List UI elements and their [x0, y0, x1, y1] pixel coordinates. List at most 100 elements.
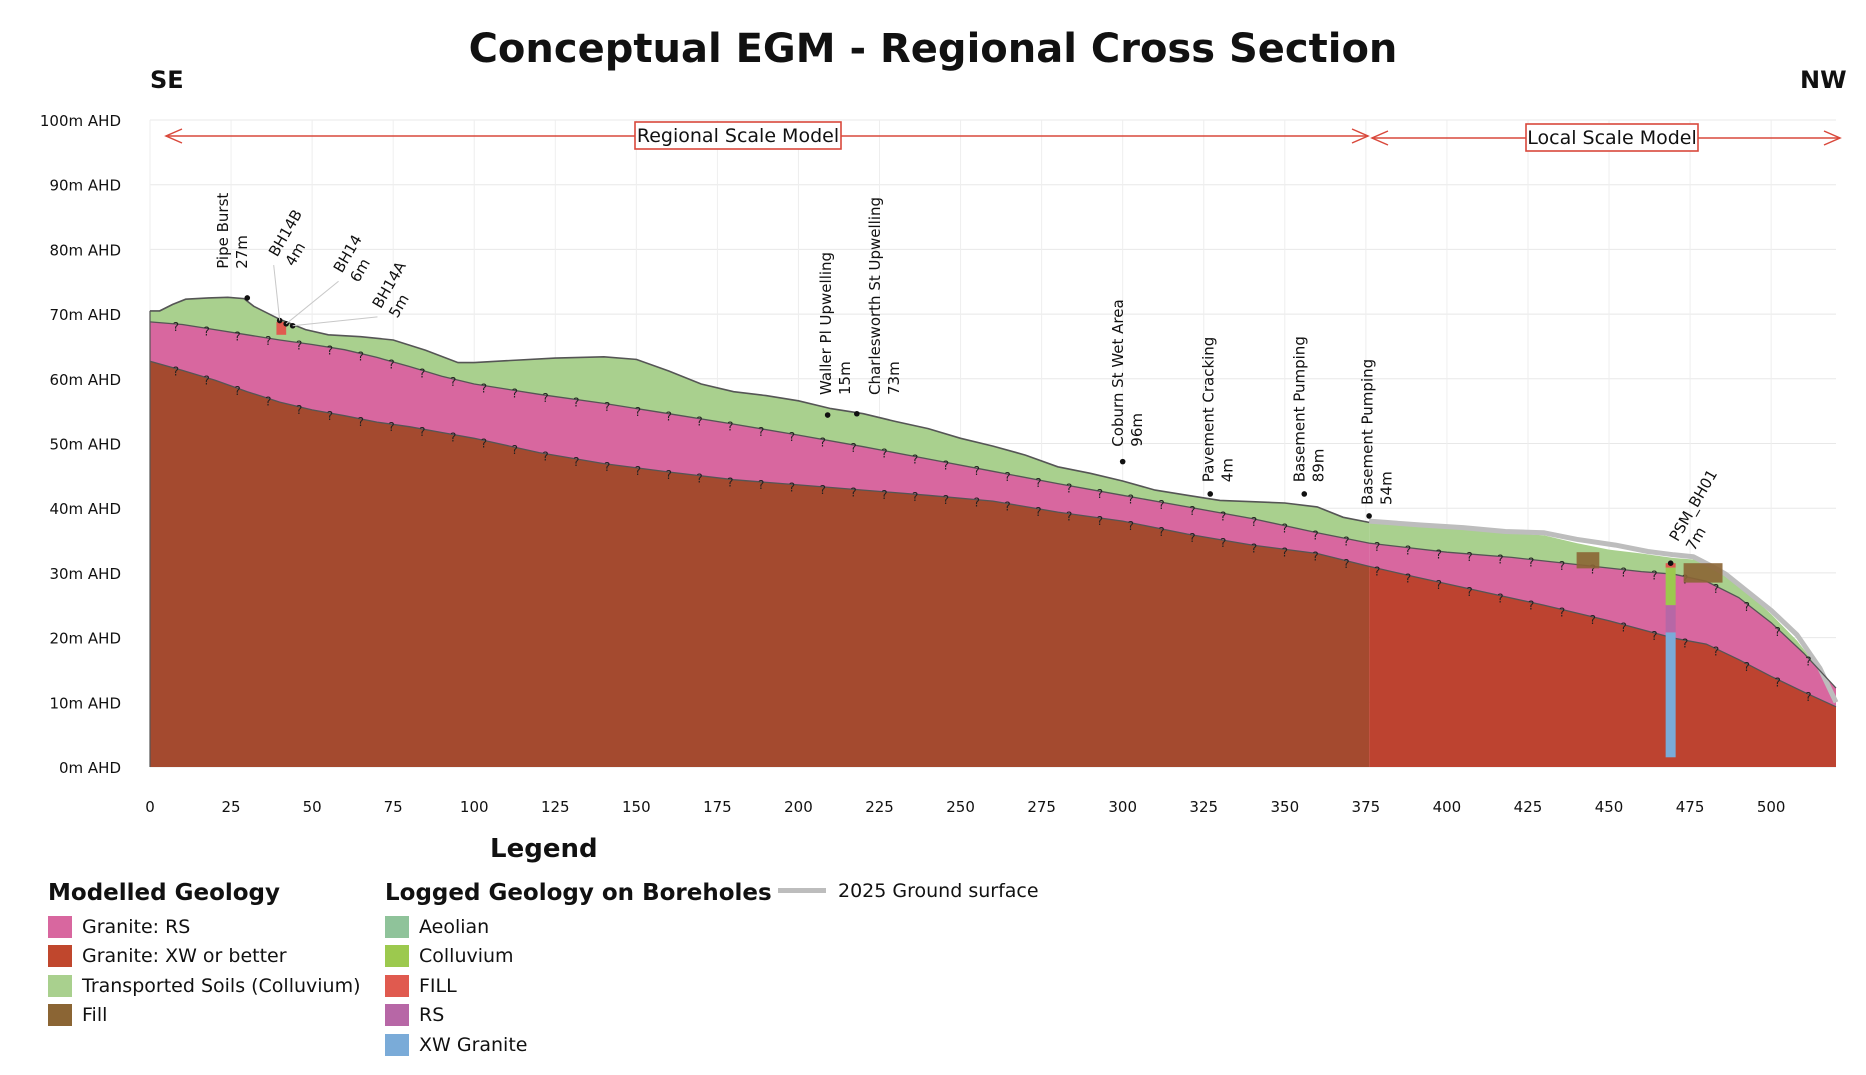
- annotation-label-line2: 54m: [1378, 471, 1396, 505]
- contact-uncertain-symbol: ?: [1282, 545, 1288, 559]
- contact-uncertain-symbol: ?: [1497, 592, 1503, 606]
- contact-uncertain-symbol: ?: [542, 450, 548, 464]
- legend-modelled-swatch: [48, 915, 72, 938]
- contact-uncertain-symbol: ?: [1374, 564, 1380, 578]
- contact-uncertain-symbol: ?: [943, 458, 949, 472]
- x-tick-label: 400: [1433, 798, 1462, 816]
- legend-ground-surface: 2025 Ground surface: [778, 876, 1039, 906]
- annotation-label: Coburn St Wet Area96m: [1109, 299, 1146, 446]
- legend-modelled-label: Transported Soils (Colluvium): [82, 974, 361, 997]
- x-tick-label: 225: [865, 798, 894, 816]
- legend-logged-swatch: [385, 945, 409, 968]
- contact-uncertain-symbol: ?: [573, 396, 579, 410]
- annotation-label: Basement Pumping54m: [1359, 359, 1396, 505]
- legend-modelled-item: Transported Soils (Colluvium): [48, 971, 361, 1001]
- observation-point: [244, 295, 251, 301]
- x-tick-label: 300: [1108, 798, 1137, 816]
- contact-uncertain-symbol: ?: [820, 483, 826, 497]
- contact-uncertain-symbol: ?: [1282, 522, 1288, 536]
- contact-uncertain-symbol: ?: [1158, 525, 1164, 539]
- legend-logged-item: XW Granite: [385, 1030, 772, 1060]
- contact-uncertain-symbol: ?: [635, 405, 641, 419]
- contact-uncertain-symbol: ?: [173, 320, 179, 334]
- legend-logged-list: Aeolian Colluvium FILL RS XW Granite: [385, 912, 772, 1060]
- transported-soils-local: [1369, 522, 1836, 696]
- contact-uncertain-symbol: ?: [1004, 500, 1010, 514]
- annotation-label-line1: Waller Pl Upwelling: [817, 252, 835, 395]
- contact-question-marks: ????????????????????????????????????????…: [173, 320, 1812, 704]
- contact-uncertain-symbol: ?: [1590, 562, 1596, 576]
- annotation-label: Basement Pumping89m: [1291, 336, 1328, 482]
- annotation-label-line2: 27m: [233, 235, 251, 269]
- x-tick-label: 275: [1027, 798, 1056, 816]
- y-tick-label: 20m AHD: [49, 630, 121, 648]
- legend-logged-label: Colluvium: [419, 945, 514, 968]
- y-tick-label: 60m AHD: [49, 371, 121, 389]
- x-tick-label: 425: [1514, 798, 1543, 816]
- local-arrow-head-left: [1370, 130, 1389, 146]
- annotation-leader: [285, 280, 339, 325]
- regional-arrow-head-right: [1351, 128, 1370, 144]
- ground-line-swatch: [778, 888, 826, 894]
- contact-uncertain-symbol: ?: [1097, 487, 1103, 501]
- local-scale-label-box: [1525, 123, 1699, 152]
- contact-uncertain-symbol: ?: [666, 468, 672, 482]
- legend-modelled-swatch: [48, 1004, 72, 1027]
- contact-uncertain-symbol: ?: [1590, 613, 1596, 627]
- annotation-label: Waller Pl Upwelling15m: [817, 252, 854, 395]
- annotation-label-line1: Charlesworth St Upwelling: [866, 197, 884, 395]
- contact-uncertain-symbol: ?: [820, 435, 826, 449]
- chart-title: Conceptual EGM - Regional Cross Section: [468, 26, 1398, 72]
- contact-uncertain-symbol: ?: [234, 329, 240, 343]
- contact-uncertain-symbol: ?: [1466, 550, 1472, 564]
- contact-uncertain-symbol: ?: [1559, 559, 1565, 573]
- x-tick-label: 100: [460, 798, 489, 816]
- legend-modelled-item: Fill: [48, 1001, 361, 1031]
- contact-uncertain-symbol: ?: [388, 358, 394, 372]
- annotation-label-line1: Basement Pumping: [1291, 336, 1309, 482]
- contact-uncertain-symbol: ?: [419, 366, 425, 380]
- contact-uncertain-symbol: ?: [727, 420, 733, 434]
- contact-uncertain-symbol: ?: [912, 490, 918, 504]
- contact-uncertain-symbol: ?: [1774, 676, 1780, 690]
- annotation-label: Charlesworth St Upwelling73m: [866, 197, 903, 395]
- direction-se-label: SE: [150, 66, 184, 94]
- contact-uncertain-symbol: ?: [850, 485, 856, 499]
- contact-uncertain-symbol: ?: [1343, 557, 1349, 571]
- contact-uncertain-symbol: ?: [327, 343, 333, 357]
- observation-point: [1119, 458, 1126, 465]
- observation-point: [854, 410, 860, 417]
- annotation-label-line1: Pavement Cracking: [1200, 337, 1218, 483]
- contact-uncertain-symbol: ?: [265, 394, 271, 408]
- granite-rs-local: [1369, 543, 1836, 707]
- observation-point: [824, 412, 831, 418]
- contact-uncertain-symbol: ?: [1805, 690, 1811, 704]
- contact-uncertain-symbol: ?: [1805, 654, 1811, 668]
- y-tick-label: 50m AHD: [49, 436, 121, 454]
- contact-uncertain-symbol: ?: [881, 447, 887, 461]
- granite-rs-regional: [150, 321, 1370, 567]
- x-tick-label: 175: [703, 798, 732, 816]
- contact-uncertain-symbol: ?: [1651, 629, 1657, 643]
- legend-modelled-label: Granite: XW or better: [82, 945, 287, 968]
- contact-uncertain-symbol: ?: [974, 496, 980, 510]
- annotation-label-line1: Basement Pumping: [1359, 359, 1377, 505]
- x-tick-label: 350: [1270, 798, 1299, 816]
- annotation-label-line2: 89m: [1310, 449, 1328, 483]
- direction-nw-label: NW: [1800, 66, 1847, 94]
- annotation-label: Pipe Burst27m: [214, 193, 251, 269]
- x-tick-label: 250: [946, 798, 975, 816]
- contact-uncertain-symbol: ?: [1035, 476, 1041, 490]
- rs-top-line: [149, 321, 1837, 689]
- contact-uncertain-symbol: ?: [666, 410, 672, 424]
- legend-modelled-item: Granite: RS: [48, 912, 361, 942]
- x-tick-label: 375: [1352, 798, 1381, 816]
- contact-uncertain-symbol: ?: [1128, 519, 1134, 533]
- contact-uncertain-symbol: ?: [173, 365, 179, 379]
- contact-uncertain-symbol: ?: [1620, 621, 1626, 635]
- contact-uncertain-symbol: ?: [881, 488, 887, 502]
- annotation-label-line2: 73m: [885, 361, 903, 395]
- contact-uncertain-symbol: ?: [604, 460, 610, 474]
- borehole-interval: [1665, 567, 1676, 606]
